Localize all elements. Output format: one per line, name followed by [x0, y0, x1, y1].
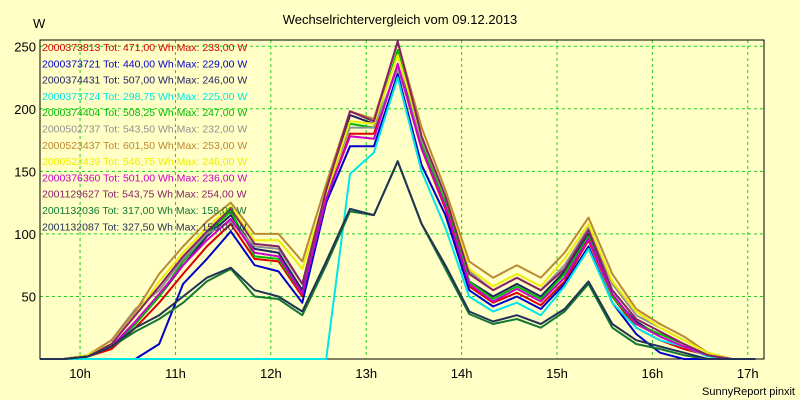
x-tick-label: 17h [737, 366, 759, 381]
y-tick-label: 50 [22, 289, 36, 304]
legend-entry-11: 2001132036 Tot: 317,00 Wh Max: 158,00 W [42, 205, 247, 217]
series-line-12 [40, 160, 756, 360]
x-tick-label: 14h [451, 366, 473, 381]
footer-credit: SunnyReport pinxit [702, 386, 795, 398]
y-tick-label: 150 [14, 164, 36, 179]
y-tick-label: 250 [14, 39, 36, 54]
legend-entry-12: 2001132087 Tot: 327,50 Wh Max: 158,00 W [42, 221, 247, 233]
grid-layer [40, 40, 764, 359]
axis-layer: 50 100 150 200 250 10h 11h 12h 13h 14h 15h 16h 17h [14, 39, 765, 381]
y-axis-label: W [33, 16, 46, 31]
y-tick-label: 100 [14, 227, 36, 242]
legend: 2000373813 Tot: 471,00 Wh Max: 233,00 W 2… [42, 42, 247, 233]
legend-entry-8: 2000523439 Tot: 546,75 Wh Max: 246,00 W [42, 156, 247, 168]
series-line-8 [40, 54, 756, 360]
x-tick-label: 15h [546, 366, 568, 381]
series-line-10 [40, 40, 756, 360]
x-tick-label: 13h [355, 366, 377, 381]
x-tick-label: 16h [642, 366, 664, 381]
legend-entry-7: 2000523437 Tot: 601,50 Wh Max: 253,00 W [42, 140, 247, 152]
x-tick-label: 10h [69, 366, 91, 381]
legend-entry-6: 2000502737 Tot: 543,50 Wh Max: 232,00 W [42, 124, 247, 136]
legend-entry-5: 2000374404 Tot: 508,25 Wh Max: 247,00 W [42, 107, 247, 119]
x-tick-label: 11h [165, 366, 186, 381]
legend-entry-3: 2000374431 Tot: 507,00 Wh Max: 246,00 W [42, 75, 247, 87]
legend-entry-9: 2000376360 Tot: 501,00 Wh Max: 236,00 W [42, 172, 247, 184]
legend-entry-1: 2000373813 Tot: 471,00 Wh Max: 233,00 W [42, 42, 247, 54]
plot-frame [39, 39, 765, 360]
series-line-9 [40, 62, 756, 360]
series-line-2 [40, 72, 756, 360]
series-line-4 [40, 76, 756, 360]
legend-entry-10: 2001129627 Tot: 543,75 Wh Max: 254,00 W [42, 189, 247, 201]
x-tick-label: 12h [260, 366, 282, 381]
series-layer [40, 40, 756, 360]
legend-entry-4: 2000373724 Tot: 298,75 Wh Max: 225,00 W [42, 91, 247, 103]
chart-title: Wechselrichtervergleich vom 09.12.2013 [283, 12, 518, 27]
y-tick-label: 200 [14, 102, 36, 117]
legend-entry-2: 2000373721 Tot: 440,00 Wh Max: 229,00 W [42, 58, 247, 70]
series-line-6 [40, 67, 756, 360]
